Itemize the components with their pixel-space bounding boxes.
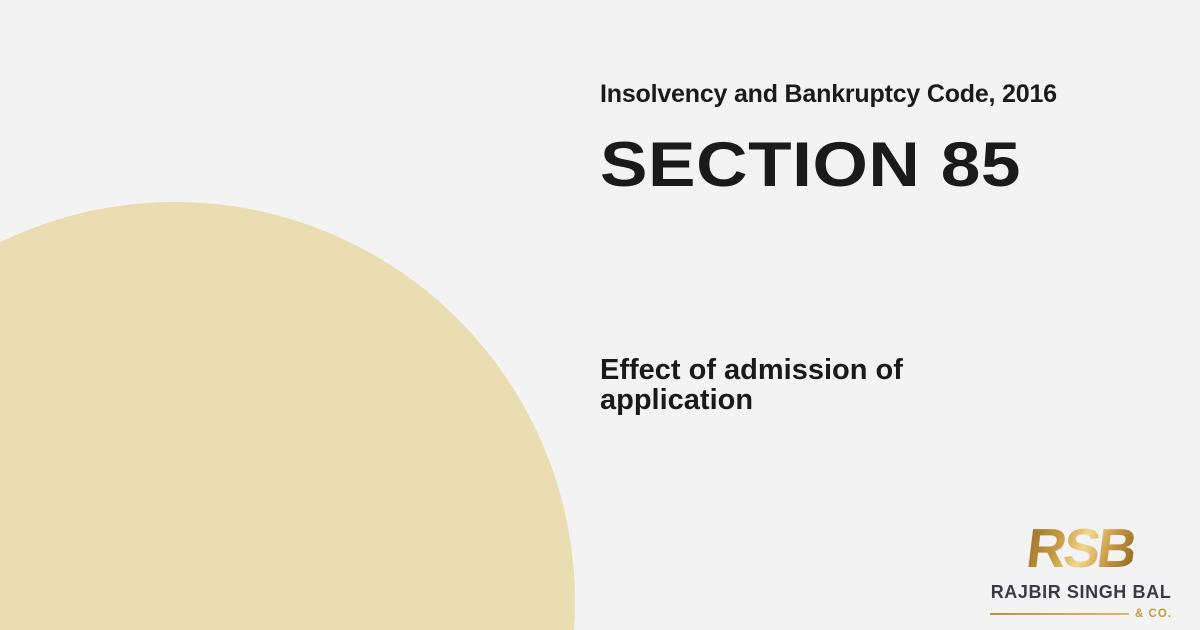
act-name-heading: Insolvency and Bankruptcy Code, 2016 xyxy=(600,80,1057,108)
logo-co-suffix: & CO. xyxy=(1135,608,1172,620)
section-description-line-1: Effect of admission of xyxy=(600,354,903,386)
section-title: SECTION 85 xyxy=(600,130,1022,200)
section-description: Effect of admission of application xyxy=(600,355,903,416)
section-description-line-2: application xyxy=(600,384,754,417)
decorative-circle xyxy=(0,202,575,630)
logo-monogram-rsb: RSB xyxy=(1023,517,1139,579)
firm-logo: RSB RAJBIR SINGH BAL & CO. xyxy=(990,517,1172,620)
logo-gold-divider xyxy=(990,613,1130,615)
logo-firm-name: RAJBIR SINGH BAL xyxy=(990,582,1172,602)
logo-divider-row: & CO. xyxy=(990,608,1172,620)
